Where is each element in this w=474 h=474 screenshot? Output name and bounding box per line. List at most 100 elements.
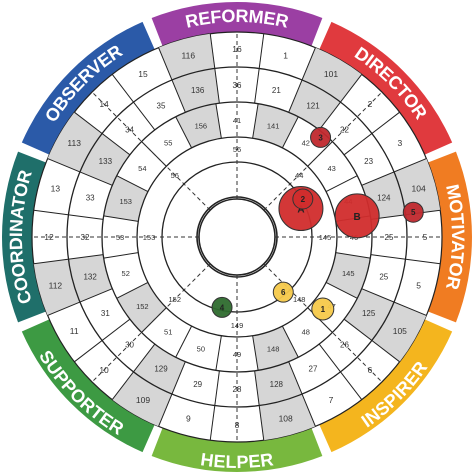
cell-divider: [318, 74, 363, 131]
segment-band-reformer: [151, 1, 323, 47]
cell-number: 148: [267, 344, 280, 353]
cell-number: 43: [327, 164, 335, 173]
cell-number: 104: [412, 183, 426, 193]
marker-dot: [272, 281, 294, 303]
center-circle: [198, 198, 276, 276]
cell-number: 101: [324, 69, 338, 79]
cell-divider: [361, 288, 427, 316]
cell-divider: [111, 343, 156, 400]
cell-number: 54: [138, 164, 146, 173]
cell-number: 25: [379, 272, 388, 281]
cell-number: 2: [368, 99, 373, 109]
cell-number: 10: [99, 365, 109, 375]
cell-number: 49: [233, 350, 241, 359]
cell-number: 16: [232, 44, 242, 54]
marker-dot: [292, 188, 314, 210]
cell-number: 152: [136, 302, 149, 311]
cell-number: 28: [233, 385, 242, 394]
marker-B[interactable]: B: [334, 193, 380, 239]
cell-divider: [111, 74, 156, 131]
marker-5[interactable]: 5: [402, 201, 424, 223]
cell-number: 141: [267, 122, 280, 131]
cell-divider: [209, 370, 220, 441]
cell-divider: [254, 370, 265, 441]
cell-number: 51: [164, 328, 172, 337]
cell-divider: [281, 325, 299, 358]
cell-divider: [47, 288, 113, 316]
cell-divider: [254, 33, 265, 104]
cell-divider: [158, 361, 186, 427]
cell-number: 52: [122, 269, 130, 278]
marker-dot: [211, 296, 233, 318]
cell-number: 29: [193, 380, 202, 389]
cell-number: 32: [81, 233, 90, 242]
cell-number: 153: [119, 197, 132, 206]
cell-number: 1: [283, 50, 288, 60]
cell-number: 31: [101, 309, 110, 318]
cell-divider: [288, 361, 316, 427]
cell-number: 15: [138, 69, 148, 79]
cell-divider: [47, 158, 113, 186]
segment-band-helper: [151, 427, 323, 472]
cell-number: 44: [295, 171, 303, 180]
marker-4[interactable]: 4: [211, 296, 233, 318]
cell-number: 5: [416, 281, 421, 291]
cell-divider: [209, 33, 220, 104]
marker-3[interactable]: 3: [310, 126, 332, 148]
cell-number: 33: [86, 194, 95, 203]
cell-number: 5: [423, 232, 428, 242]
cell-number: 6: [368, 365, 373, 375]
marker-label: 2: [301, 195, 306, 204]
cell-divider: [343, 111, 400, 156]
cell-number: 56: [171, 171, 179, 180]
cell-number: 156: [195, 122, 208, 131]
ring-circle: [136, 136, 338, 338]
marker-label: 4: [220, 303, 225, 312]
marker-1[interactable]: 1: [311, 297, 335, 321]
segment-band-supporter: [21, 319, 155, 453]
cell-number: 8: [235, 420, 240, 430]
cell-number: 12: [44, 232, 54, 242]
cell-divider: [215, 103, 222, 139]
segment-label-helper: HELPER: [199, 449, 274, 472]
cell-divider: [116, 175, 149, 193]
cell-number: 48: [302, 328, 310, 337]
cell-number: 152: [169, 295, 182, 304]
marker-dot: [310, 126, 332, 148]
cell-number: 149: [231, 321, 244, 330]
cell-number: 3: [397, 138, 402, 148]
marker-label: B: [354, 212, 361, 223]
cell-number: 116: [182, 50, 196, 60]
cell-divider: [343, 318, 400, 363]
marker-dot: [334, 193, 380, 239]
shaded-cell: [252, 326, 299, 371]
segment-band-observer: [21, 21, 155, 155]
marker-dot: [402, 201, 424, 223]
marker-2[interactable]: 2: [292, 188, 314, 210]
cell-number: 105: [393, 326, 407, 336]
cell-divider: [281, 116, 299, 149]
cell-divider: [325, 175, 358, 193]
cell-divider: [370, 254, 441, 265]
cell-number: 41: [233, 116, 241, 125]
cell-divider: [175, 325, 193, 358]
cell-number: 121: [306, 101, 320, 110]
cell-number: 26: [340, 340, 349, 349]
segment-band-motivator: [427, 151, 472, 323]
marker-label: 6: [281, 288, 286, 297]
cell-number: 55: [164, 138, 172, 147]
cell-number: 108: [279, 414, 293, 424]
segment-band-inspirer: [319, 319, 453, 453]
marker-label: 5: [411, 208, 416, 217]
marker-label: 1: [321, 305, 326, 314]
marker-6[interactable]: 6: [272, 281, 294, 303]
cell-number: 153: [143, 233, 156, 242]
cell-number: 7: [329, 395, 334, 405]
cell-divider: [252, 103, 259, 139]
cell-divider: [215, 335, 222, 371]
cell-number: 27: [309, 365, 318, 374]
cell-number: 34: [125, 126, 134, 135]
segment-band-director: [319, 21, 453, 155]
